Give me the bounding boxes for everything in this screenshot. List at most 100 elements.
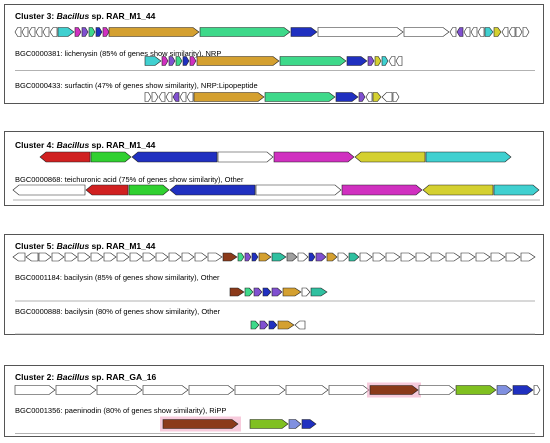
gene-arrow <box>354 151 426 163</box>
gene-arrow <box>12 252 26 262</box>
nrps-gene <box>196 56 280 66</box>
cluster-2-title: Cluster 2: Bacillus sp. RAR_GA_16 <box>15 372 157 382</box>
gene-arrow <box>35 27 43 37</box>
gene-arrow <box>403 27 450 37</box>
cluster-2-panel: Cluster 2: Bacillus sp. RAR_GA_16 BGC000… <box>4 365 544 437</box>
cluster-4-query-track <box>39 151 512 163</box>
gene-arrow <box>168 56 176 66</box>
gene-arrow <box>74 27 82 37</box>
gene-arrow <box>28 27 36 37</box>
nrps-gene <box>193 92 265 102</box>
gene-arrow <box>515 27 523 37</box>
gene-arrow <box>255 184 342 196</box>
gene-arrow <box>251 252 259 262</box>
gene-arrow <box>90 151 132 163</box>
cluster-5-panel: Cluster 5: Bacillus sp. RAR_M1_44 BGC000… <box>4 234 544 335</box>
gene-arrow <box>55 385 97 395</box>
gene-arrow <box>310 287 328 297</box>
gene-arrow <box>301 287 311 297</box>
gene-arrow <box>95 27 103 37</box>
cluster-3-title: Cluster 3: Bacillus sp. RAR_M1_44 <box>15 11 156 21</box>
gene-arrow <box>102 27 110 37</box>
gene-arrow <box>335 92 359 102</box>
gene-arrow <box>290 27 318 37</box>
gene-arrow <box>484 27 494 37</box>
gene-arrow <box>277 320 295 330</box>
gene-arrow <box>385 252 401 262</box>
gene-arrow <box>455 385 497 395</box>
nrps-gene <box>108 27 200 37</box>
gene-arrow <box>155 252 169 262</box>
gene-arrow <box>161 56 169 66</box>
gene-arrow <box>172 92 180 102</box>
gene-arrow <box>400 252 416 262</box>
cluster-3-panel: Cluster 3: Bacillus sp. RAR_M1_44 BGC000… <box>4 4 544 104</box>
gene-arrow <box>317 27 404 37</box>
gene-arrow <box>88 27 96 37</box>
gene-arrow <box>372 92 382 102</box>
gene-arrow <box>533 385 541 395</box>
gene-arrow <box>21 27 29 37</box>
gene-arrow <box>42 27 50 37</box>
gene-arrow <box>38 252 52 262</box>
cluster-5-title: Cluster 5: Bacillus sp. RAR_M1_44 <box>15 241 156 251</box>
gene-arrow <box>470 27 478 37</box>
gene-arrow <box>103 252 117 262</box>
cluster-4-gene-map <box>12 151 540 201</box>
gene-arrow <box>425 151 512 163</box>
gene-arrow <box>328 385 370 395</box>
gene-cyan <box>57 27 75 37</box>
gene-arrow <box>14 385 56 395</box>
gene-arrow <box>477 27 485 37</box>
gene-arrow <box>77 252 91 262</box>
gene-arrow <box>151 92 159 102</box>
gene-arrow <box>128 184 170 196</box>
gene-arrow <box>244 287 254 297</box>
cluster-3-query-track <box>14 27 530 37</box>
gene-arrow <box>64 252 78 262</box>
cluster-4-ref-1-label: BGC0000868: teichuronic acid (75% of gen… <box>15 175 244 184</box>
gene-arrow <box>493 184 540 196</box>
gene-arrow <box>286 252 298 262</box>
nrps-gene <box>279 56 347 66</box>
cluster-2-ref-1-track <box>15 416 535 434</box>
gene-arrow <box>460 252 476 262</box>
gene-arrow <box>463 27 471 37</box>
gene-arrow <box>308 252 316 262</box>
gene-arrow <box>326 252 338 262</box>
gene-arrow <box>301 419 317 429</box>
gene-arrow <box>131 151 218 163</box>
gene-arrow <box>222 252 238 262</box>
gene-arrow <box>358 92 366 102</box>
gene-arrow <box>449 27 457 37</box>
gene-arrow <box>475 252 491 262</box>
gene-arrow <box>142 252 156 262</box>
gene-arrow <box>418 385 456 395</box>
gene-arrow <box>422 184 494 196</box>
gene-arrow <box>116 252 130 262</box>
gene-arrow <box>175 56 183 66</box>
gene-arrow <box>496 385 513 395</box>
gene-arrow <box>372 252 386 262</box>
gene-arrow <box>169 184 256 196</box>
cluster-4-title: Cluster 4: Bacillus sp. RAR_M1_44 <box>15 140 156 150</box>
gene-arrow <box>189 56 197 66</box>
gene-arrow <box>234 385 286 395</box>
gene-arrow <box>282 287 302 297</box>
cluster-3-ref-2-track <box>144 92 400 102</box>
gene-arrow <box>297 252 309 262</box>
gene-arrow <box>381 56 389 66</box>
gene-arrow <box>258 252 272 262</box>
gene-arrow <box>207 252 223 262</box>
gene-arrow <box>271 252 287 262</box>
cluster-5-query-track <box>12 252 536 262</box>
gene-arrow <box>508 27 516 37</box>
gene-arrow <box>365 92 373 102</box>
gene-arrow <box>194 252 208 262</box>
gene-arrow <box>12 184 86 196</box>
gene-arrow <box>262 287 272 297</box>
gene-arrow <box>165 92 173 102</box>
gene-arrow <box>285 385 329 395</box>
gene-arrow <box>129 252 143 262</box>
gene-arrow <box>81 27 89 37</box>
